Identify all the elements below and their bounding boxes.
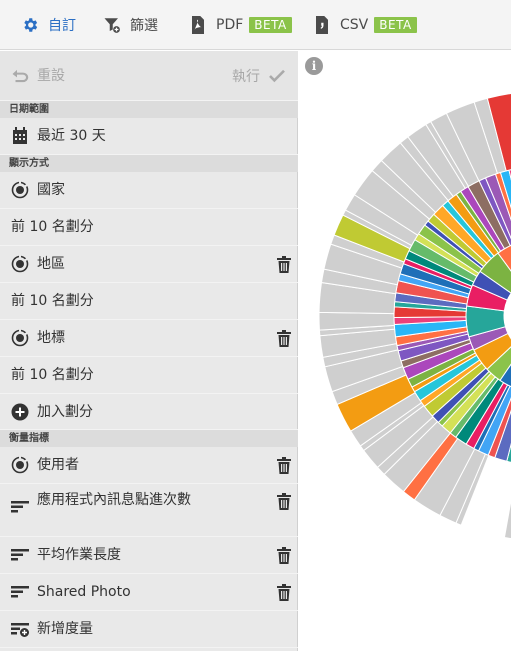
csv-file-icon	[312, 15, 332, 35]
metric-label-inapp-clicks: 應用程式內訊息點進次數	[37, 492, 191, 508]
sunburst-middle-segment[interactable]	[508, 168, 511, 240]
reset-button[interactable]: 重設	[37, 67, 65, 84]
trash-icon[interactable]	[276, 545, 292, 565]
trash-icon[interactable]	[276, 328, 292, 348]
run-label: 執行	[232, 68, 260, 85]
date-range-section-header: 日期範圍	[0, 101, 298, 118]
trash-icon[interactable]	[276, 254, 292, 274]
dimension-icon	[10, 328, 30, 348]
pdf-beta-badge: BETA	[249, 16, 292, 33]
plus-circle-icon	[10, 402, 30, 422]
display-section-header: 顯示方式	[0, 155, 298, 172]
pdf-label: PDF	[216, 16, 244, 33]
metric-label-shared-photo: Shared Photo	[37, 584, 131, 600]
sunburst-outer-segment[interactable]	[486, 92, 511, 172]
customize-button[interactable]: 自訂	[20, 0, 76, 50]
split-row-region[interactable]: 前 10 名劃分	[0, 283, 298, 320]
date-range-row[interactable]: 最近 30 天	[0, 118, 298, 155]
metric-row-avg-session[interactable]: 平均作業長度	[0, 537, 298, 574]
add-split-row[interactable]: 加入劃分	[0, 394, 298, 430]
add-split-label: 加入劃分	[37, 403, 93, 420]
dimension-row-country[interactable]: 國家	[0, 172, 298, 209]
split-row-landmark[interactable]: 前 10 名劃分	[0, 357, 298, 394]
csv-export-button[interactable]: CSV BETA	[312, 0, 417, 50]
reset-run-row: 重設 執行	[0, 51, 298, 101]
dimension-icon	[10, 254, 30, 274]
metric-row-inapp-clicks[interactable]: 應用程式內訊息點進次數	[0, 484, 298, 537]
sunburst-inner-segment[interactable]	[499, 349, 511, 389]
run-button[interactable]: 執行	[232, 66, 286, 86]
calendar-icon	[10, 126, 30, 146]
split-row-country[interactable]: 前 10 名劃分	[0, 209, 298, 246]
add-metric-icon	[10, 619, 30, 639]
metrics-section-header: 衡量指標	[0, 430, 298, 447]
dimension-label-landmark: 地標	[37, 330, 65, 346]
split-label: 前 10 名劃分	[11, 293, 94, 309]
split-label: 前 10 名劃分	[11, 367, 94, 383]
checkmark-icon	[268, 69, 286, 83]
toolbar: 自訂 篩選 PDF BETA CSV BETA	[0, 0, 511, 50]
csv-label: CSV	[340, 16, 369, 33]
metric-row-shared-photo[interactable]: Shared Photo	[0, 574, 298, 611]
metric-bars-icon	[10, 582, 30, 602]
metric-bars-icon	[10, 497, 30, 517]
customize-label: 自訂	[48, 17, 76, 34]
trash-icon[interactable]	[276, 491, 292, 511]
dimension-row-region[interactable]: 地區	[0, 246, 298, 283]
sunburst-chart-area: i	[299, 51, 511, 651]
date-range-value: 最近 30 天	[37, 128, 106, 144]
dimension-icon	[10, 455, 30, 475]
pdf-export-button[interactable]: PDF BETA	[188, 0, 292, 50]
add-metric-row[interactable]: 新增度量	[0, 611, 298, 648]
dimension-row-landmark[interactable]: 地標	[0, 320, 298, 357]
gear-icon	[20, 15, 40, 35]
trash-icon[interactable]	[276, 455, 292, 475]
info-icon[interactable]: i	[305, 57, 323, 75]
filter-button[interactable]: 篩選	[102, 0, 158, 50]
csv-beta-badge: BETA	[374, 16, 417, 33]
dimension-label-region: 地區	[37, 256, 65, 272]
sunburst-chart[interactable]	[299, 51, 511, 651]
filter-add-icon	[102, 15, 122, 35]
split-label: 前 10 名劃分	[11, 219, 94, 235]
dimension-icon	[10, 180, 30, 200]
report-settings-panel: 重設 執行 日期範圍 最近 30 天 顯示方式 國家 前 10 名劃分 地區	[0, 51, 298, 651]
metric-label-users: 使用者	[37, 457, 79, 473]
filter-label: 篩選	[130, 17, 158, 34]
pdf-file-icon	[188, 15, 208, 35]
trash-icon[interactable]	[276, 582, 292, 602]
undo-icon	[10, 66, 30, 86]
sunburst-outer-segment[interactable]	[503, 464, 511, 541]
metric-label-avg-session: 平均作業長度	[37, 547, 121, 563]
add-metric-label: 新增度量	[37, 621, 93, 637]
metric-row-users[interactable]: 使用者	[0, 447, 298, 484]
metric-bars-icon	[10, 545, 30, 565]
dimension-label-country: 國家	[37, 182, 65, 198]
